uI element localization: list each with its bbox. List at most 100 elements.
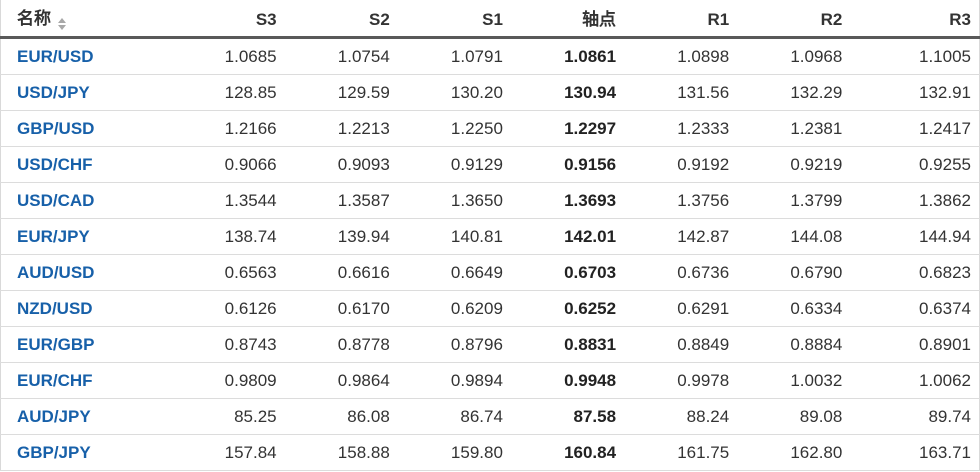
table-header: 名称 S3 S2 S1 轴点 R1 R2 R3 (0, 0, 980, 39)
value-cell: 131.56 (640, 74, 754, 111)
value-cell: 0.9066 (187, 146, 301, 183)
value-cell: 139.94 (300, 218, 414, 255)
pivot-cell: 0.6252 (526, 290, 641, 327)
pair-link[interactable]: AUD/USD (17, 263, 95, 282)
value-cell: 0.8778 (300, 326, 414, 363)
value-cell: 0.9129 (413, 146, 527, 183)
value-cell: 0.6334 (753, 290, 867, 327)
pair-link[interactable]: AUD/JPY (17, 407, 91, 426)
pivot-cell: 0.6703 (526, 254, 641, 291)
value-cell: 1.0032 (753, 362, 867, 399)
value-cell: 0.9219 (753, 146, 867, 183)
table-row: EUR/GBP 0.8743 0.8778 0.8796 0.8831 0.8849 0.8… (0, 326, 980, 363)
value-cell: 0.6790 (753, 254, 867, 291)
value-cell: 144.08 (753, 218, 867, 255)
pair-cell: EUR/JPY (0, 218, 188, 255)
value-cell: 0.6209 (413, 290, 527, 327)
pair-link[interactable]: USD/CAD (17, 191, 95, 210)
table-body: EUR/USD 1.0685 1.0754 1.0791 1.0861 1.0898 1.0… (0, 37, 980, 471)
value-cell: 86.08 (300, 398, 414, 435)
value-cell: 161.75 (640, 434, 754, 471)
value-cell: 0.9809 (187, 362, 301, 399)
value-cell: 0.9192 (640, 146, 754, 183)
pair-cell: EUR/USD (0, 37, 188, 75)
pair-link[interactable]: EUR/JPY (17, 227, 90, 246)
pivot-cell: 0.8831 (526, 326, 641, 363)
value-cell: 1.2213 (300, 110, 414, 147)
pivot-cell: 0.9156 (526, 146, 641, 183)
sort-up-triangle-icon (58, 18, 66, 23)
value-cell: 128.85 (187, 74, 301, 111)
value-cell: 159.80 (413, 434, 527, 471)
value-cell: 0.6170 (300, 290, 414, 327)
column-header-r1[interactable]: R1 (640, 0, 754, 39)
value-cell: 0.8796 (413, 326, 527, 363)
sort-icon[interactable] (58, 18, 66, 30)
value-cell: 0.9864 (300, 362, 414, 399)
column-header-s1[interactable]: S1 (413, 0, 527, 39)
value-cell: 132.91 (866, 74, 980, 111)
value-cell: 0.6291 (640, 290, 754, 327)
value-cell: 158.88 (300, 434, 414, 471)
pair-link[interactable]: NZD/USD (17, 299, 93, 318)
table-row: EUR/CHF 0.9809 0.9864 0.9894 0.9948 0.9978 1.0… (0, 362, 980, 399)
pair-link[interactable]: GBP/JPY (17, 443, 91, 462)
table-row: USD/CAD 1.3544 1.3587 1.3650 1.3693 1.3756 1.3… (0, 182, 980, 219)
value-cell: 0.9093 (300, 146, 414, 183)
pivot-cell: 160.84 (526, 434, 641, 471)
sort-down-triangle-icon (58, 25, 66, 30)
value-cell: 1.0685 (187, 37, 301, 75)
value-cell: 85.25 (187, 398, 301, 435)
value-cell: 1.1005 (866, 37, 980, 75)
pair-link[interactable]: EUR/USD (17, 47, 94, 66)
pair-link[interactable]: EUR/GBP (17, 335, 95, 354)
pair-cell: USD/JPY (0, 74, 188, 111)
value-cell: 1.2333 (640, 110, 754, 147)
column-header-r2[interactable]: R2 (753, 0, 867, 39)
value-cell: 0.6649 (413, 254, 527, 291)
column-header-s3[interactable]: S3 (187, 0, 301, 39)
pair-cell: USD/CAD (0, 182, 188, 219)
value-cell: 0.6616 (300, 254, 414, 291)
pair-cell: AUD/USD (0, 254, 188, 291)
pair-link[interactable]: EUR/CHF (17, 371, 93, 390)
value-cell: 88.24 (640, 398, 754, 435)
pivot-cell: 0.9948 (526, 362, 641, 399)
pair-cell: GBP/USD (0, 110, 188, 147)
value-cell: 130.20 (413, 74, 527, 111)
value-cell: 1.3544 (187, 182, 301, 219)
value-cell: 0.6823 (866, 254, 980, 291)
pivot-cell: 87.58 (526, 398, 641, 435)
pair-cell: AUD/JPY (0, 398, 188, 435)
column-header-pivot[interactable]: 轴点 (526, 0, 641, 39)
value-cell: 0.8849 (640, 326, 754, 363)
pair-cell: EUR/GBP (0, 326, 188, 363)
value-cell: 1.3756 (640, 182, 754, 219)
table-row: USD/CHF 0.9066 0.9093 0.9129 0.9156 0.9192 0.9… (0, 146, 980, 183)
pivot-cell: 130.94 (526, 74, 641, 111)
value-cell: 0.8901 (866, 326, 980, 363)
value-cell: 1.3650 (413, 182, 527, 219)
table-row: EUR/JPY 138.74 139.94 140.81 142.01 142.87 144… (0, 218, 980, 255)
table-row: GBP/USD 1.2166 1.2213 1.2250 1.2297 1.2333 1.2… (0, 110, 980, 147)
pair-cell: EUR/CHF (0, 362, 188, 399)
pair-link[interactable]: USD/JPY (17, 83, 90, 102)
value-cell: 163.71 (866, 434, 980, 471)
value-cell: 1.0754 (300, 37, 414, 75)
column-header-name-label: 名称 (17, 9, 51, 28)
table-row: AUD/USD 0.6563 0.6616 0.6649 0.6703 0.6736 0.6… (0, 254, 980, 291)
value-cell: 86.74 (413, 398, 527, 435)
column-header-r3[interactable]: R3 (866, 0, 980, 39)
value-cell: 1.2166 (187, 110, 301, 147)
column-header-name[interactable]: 名称 (0, 0, 188, 39)
value-cell: 1.3799 (753, 182, 867, 219)
pivot-cell: 1.0861 (526, 37, 641, 75)
pair-link[interactable]: GBP/USD (17, 119, 95, 138)
value-cell: 89.74 (866, 398, 980, 435)
pair-link[interactable]: USD/CHF (17, 155, 93, 174)
value-cell: 0.9894 (413, 362, 527, 399)
value-cell: 0.8884 (753, 326, 867, 363)
pair-cell: NZD/USD (0, 290, 188, 327)
value-cell: 0.6126 (187, 290, 301, 327)
column-header-s2[interactable]: S2 (300, 0, 414, 39)
